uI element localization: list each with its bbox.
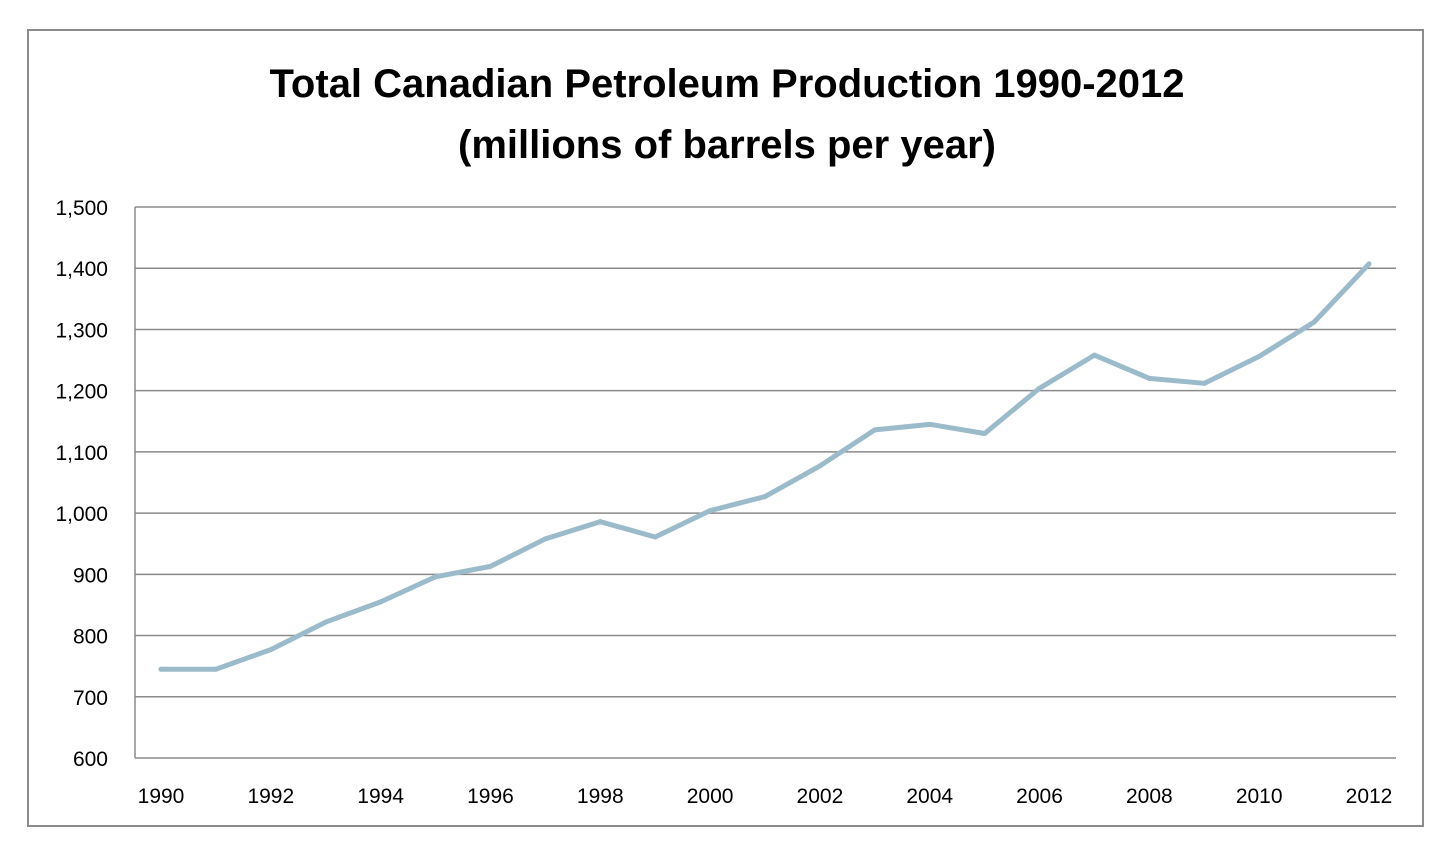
y-tick-label: 600 <box>73 748 108 771</box>
data-point <box>487 563 493 569</box>
data-point <box>982 431 988 437</box>
data-point <box>872 427 878 433</box>
data-point <box>597 519 603 525</box>
x-tick-label: 2006 <box>1016 785 1063 808</box>
data-point <box>762 494 768 500</box>
data-point <box>1366 261 1372 267</box>
x-tick-label: 2010 <box>1236 785 1283 808</box>
data-point <box>1201 380 1207 386</box>
data-point <box>213 666 219 672</box>
y-tick-label: 1,500 <box>55 197 108 220</box>
data-point <box>542 536 548 542</box>
data-point <box>323 619 329 625</box>
data-point <box>652 534 658 540</box>
data-point <box>817 463 823 469</box>
chart-subtitle: (millions of barrels per year) <box>458 123 996 167</box>
chart-frame <box>27 29 1424 827</box>
chart-title: Total Canadian Petroleum Production 1990… <box>269 62 1184 106</box>
data-point <box>158 666 164 672</box>
y-tick-label: 1,200 <box>55 381 108 404</box>
data-point <box>1091 352 1097 358</box>
y-tick-label: 1,000 <box>55 503 108 526</box>
x-tick-label: 2002 <box>797 785 844 808</box>
data-point <box>1256 353 1262 359</box>
y-tick-label: 1,400 <box>55 258 108 281</box>
x-tick-label: 1992 <box>247 785 294 808</box>
y-tick-label: 800 <box>73 626 108 649</box>
series-line <box>158 261 1372 672</box>
x-tick-label: 1998 <box>577 785 624 808</box>
data-point <box>1311 319 1317 325</box>
y-tick-label: 1,300 <box>55 319 108 342</box>
x-tick-label: 2008 <box>1126 785 1173 808</box>
x-tick-label: 2012 <box>1346 785 1393 808</box>
x-tick-label: 2004 <box>906 785 953 808</box>
x-tick-label: 2000 <box>687 785 734 808</box>
y-tick-labels: 600 700 800 900 1,000 1,100 1,200 1,300 1,400 1,5… <box>55 197 108 771</box>
y-tick-label: 700 <box>73 687 108 710</box>
data-point <box>927 421 933 427</box>
data-point <box>378 599 384 605</box>
x-tick-label: 1994 <box>357 785 404 808</box>
x-tick-label: 1996 <box>467 785 514 808</box>
data-point <box>433 574 439 580</box>
data-point <box>707 508 713 514</box>
data-point <box>1146 375 1152 381</box>
axes <box>134 207 1396 759</box>
series-layer <box>158 261 1372 672</box>
gridlines <box>135 206 1396 698</box>
y-tick-label: 1,100 <box>55 442 108 465</box>
y-tick-label: 900 <box>73 564 108 587</box>
x-tick-label: 1990 <box>138 785 185 808</box>
data-point <box>268 647 274 653</box>
data-point <box>1037 385 1043 391</box>
x-tick-labels: 1990 1992 1994 1996 1998 2000 2002 2004 2006 2008… <box>138 785 1393 808</box>
